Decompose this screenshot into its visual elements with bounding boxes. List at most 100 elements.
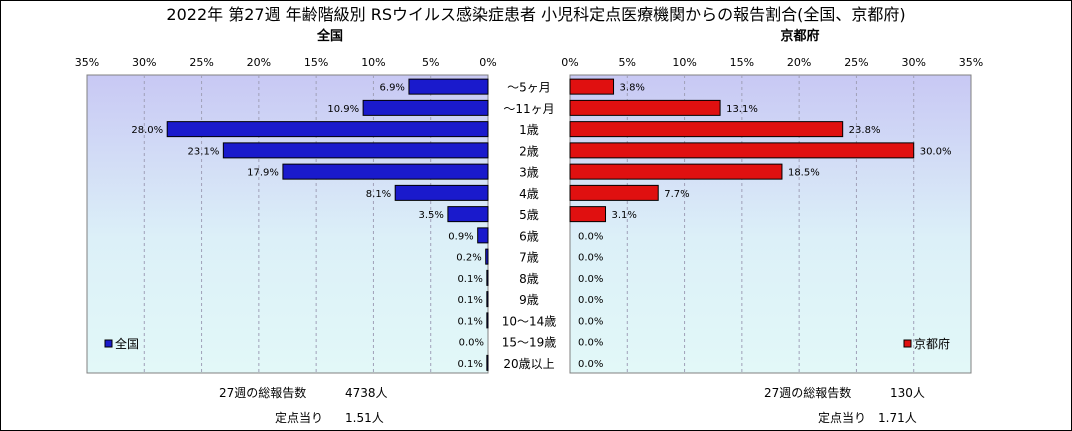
- category-label: 9歳: [519, 293, 539, 307]
- category-label: 4歳: [519, 187, 539, 201]
- data-label-left: 23.1%: [188, 146, 220, 157]
- data-label-left: 0.1%: [457, 316, 482, 327]
- right-total-label: 27週の総報告数: [764, 385, 851, 400]
- category-label: 3歳: [519, 166, 539, 180]
- bar-left: [408, 78, 489, 95]
- data-label-right: 23.8%: [849, 125, 881, 136]
- data-label-right: 0.0%: [578, 295, 603, 306]
- category-label: 5歳: [519, 208, 539, 222]
- left-per-label: 定点当り: [275, 410, 323, 425]
- left-tick-label: 25%: [189, 56, 213, 69]
- bar-left: [282, 163, 489, 180]
- data-label-left: 0.1%: [457, 274, 482, 285]
- category-label: ～11ヶ月: [503, 102, 554, 116]
- bar-left: [486, 312, 489, 329]
- bar-right: [569, 99, 721, 116]
- left-plot-area: [86, 74, 489, 374]
- data-label-right: 18.5%: [788, 168, 820, 179]
- right-tick-label: 20%: [787, 56, 811, 69]
- data-label-left: 17.9%: [247, 168, 279, 179]
- left-footer: 27週の総報告数 4738人 定点当り 1.51人: [219, 385, 388, 425]
- data-label-right: 13.1%: [726, 104, 758, 115]
- bar-right: [569, 142, 915, 159]
- right-tick-label: 0%: [561, 56, 578, 69]
- bar-left: [485, 248, 489, 265]
- left-total-label: 27週の総報告数: [219, 385, 306, 400]
- category-label: 8歳: [519, 272, 539, 286]
- left-legend: 全国: [104, 336, 139, 351]
- data-label-right: 0.0%: [578, 231, 603, 242]
- right-total-value: 130人: [890, 386, 925, 400]
- bar-right: [569, 78, 615, 95]
- bar-left: [362, 99, 489, 116]
- category-label: 2歳: [519, 144, 539, 158]
- data-label-right: 0.0%: [578, 359, 603, 370]
- right-subtitle: 京都府: [780, 28, 819, 44]
- bar-left: [486, 291, 489, 308]
- left-total-value: 4738人: [345, 386, 388, 400]
- bar-right: [569, 206, 607, 223]
- bar-right: [569, 184, 659, 201]
- category-label: 7歳: [519, 251, 539, 265]
- data-label-left: 0.2%: [456, 253, 481, 264]
- right-legend-label: 京都府: [914, 336, 950, 351]
- data-label-left: 0.0%: [459, 338, 484, 349]
- left-tick-label: 10%: [361, 56, 385, 69]
- category-label: 15～19歳: [502, 336, 557, 350]
- left-subtitle: 全国: [316, 28, 343, 44]
- bar-left: [486, 354, 489, 371]
- data-label-left: 0.1%: [457, 359, 482, 370]
- bars: 6.9% 10.9% 28.0% 23.1% 17.9% 8.1% 3.5% 0.9% 0.2%…: [131, 78, 952, 371]
- right-tick-label: 30%: [901, 56, 925, 69]
- right-per-label: 定点当り: [818, 410, 866, 425]
- data-label-right: 30.0%: [920, 146, 952, 157]
- category-label: ～5ヶ月: [507, 81, 551, 95]
- right-footer: 27週の総報告数 130人 定点当り 1.71人: [764, 385, 925, 425]
- data-label-right: 0.0%: [578, 338, 603, 349]
- data-label-right: 3.1%: [612, 210, 637, 221]
- data-label-right: 0.0%: [578, 274, 603, 285]
- left-tick-label: 0%: [479, 56, 496, 69]
- left-legend-label: 全国: [115, 336, 139, 351]
- data-label-left: 8.1%: [366, 189, 391, 200]
- left-tick-label: 15%: [304, 56, 328, 69]
- category-label: 10～14歳: [502, 314, 557, 328]
- data-label-left: 0.9%: [448, 231, 473, 242]
- left-tick-label: 30%: [132, 56, 156, 69]
- data-label-left: 0.1%: [457, 295, 482, 306]
- data-label-left: 6.9%: [380, 83, 405, 94]
- category-label: 6歳: [519, 229, 539, 243]
- right-tick-label: 35%: [959, 56, 983, 69]
- left-tick-label: 5%: [422, 56, 439, 69]
- right-tick-label: 5%: [619, 56, 636, 69]
- left-tick-label: 35%: [75, 56, 99, 69]
- right-tick-label: 25%: [844, 56, 868, 69]
- data-label-right: 7.7%: [664, 189, 689, 200]
- data-label-left: 3.5%: [418, 210, 443, 221]
- bar-left: [394, 184, 489, 201]
- data-label-right: 0.0%: [578, 253, 603, 264]
- category-label: 1歳: [519, 123, 539, 137]
- left-per-value: 1.51人: [345, 411, 384, 425]
- left-tick-label: 20%: [247, 56, 271, 69]
- bar-left: [447, 206, 489, 223]
- right-tick-label: 10%: [672, 56, 696, 69]
- bar-left: [166, 121, 489, 138]
- axis-ticks: 0% 0% 5% 5% 10% 10% 15% 15% 20% 20% 25% 25% 30% 30% 35…: [75, 56, 983, 69]
- data-label-right: 3.8%: [620, 83, 645, 94]
- bar-left: [222, 142, 489, 159]
- bar-right: [569, 163, 783, 180]
- data-label-left: 10.9%: [327, 104, 359, 115]
- right-plot-area: [569, 74, 972, 374]
- category-labels: ～5ヶ月 ～11ヶ月 1歳 2歳 3歳 4歳 5歳 6歳 7歳 8歳 9歳 10～14歳 15～19歳 2…: [502, 81, 557, 371]
- bar-right: [569, 121, 844, 138]
- category-label: 20歳以上: [503, 357, 554, 371]
- left-legend-swatch: [104, 339, 113, 348]
- bar-left: [477, 227, 489, 244]
- data-label-right: 0.0%: [578, 316, 603, 327]
- right-legend: 京都府: [903, 336, 950, 351]
- right-per-value: 1.71人: [878, 411, 917, 425]
- chart-title: 2022年 第27週 年齢階級別 RSウイルス感染症患者 小児科定点医療機関から…: [166, 5, 905, 24]
- right-tick-label: 15%: [730, 56, 754, 69]
- right-legend-swatch: [903, 339, 912, 348]
